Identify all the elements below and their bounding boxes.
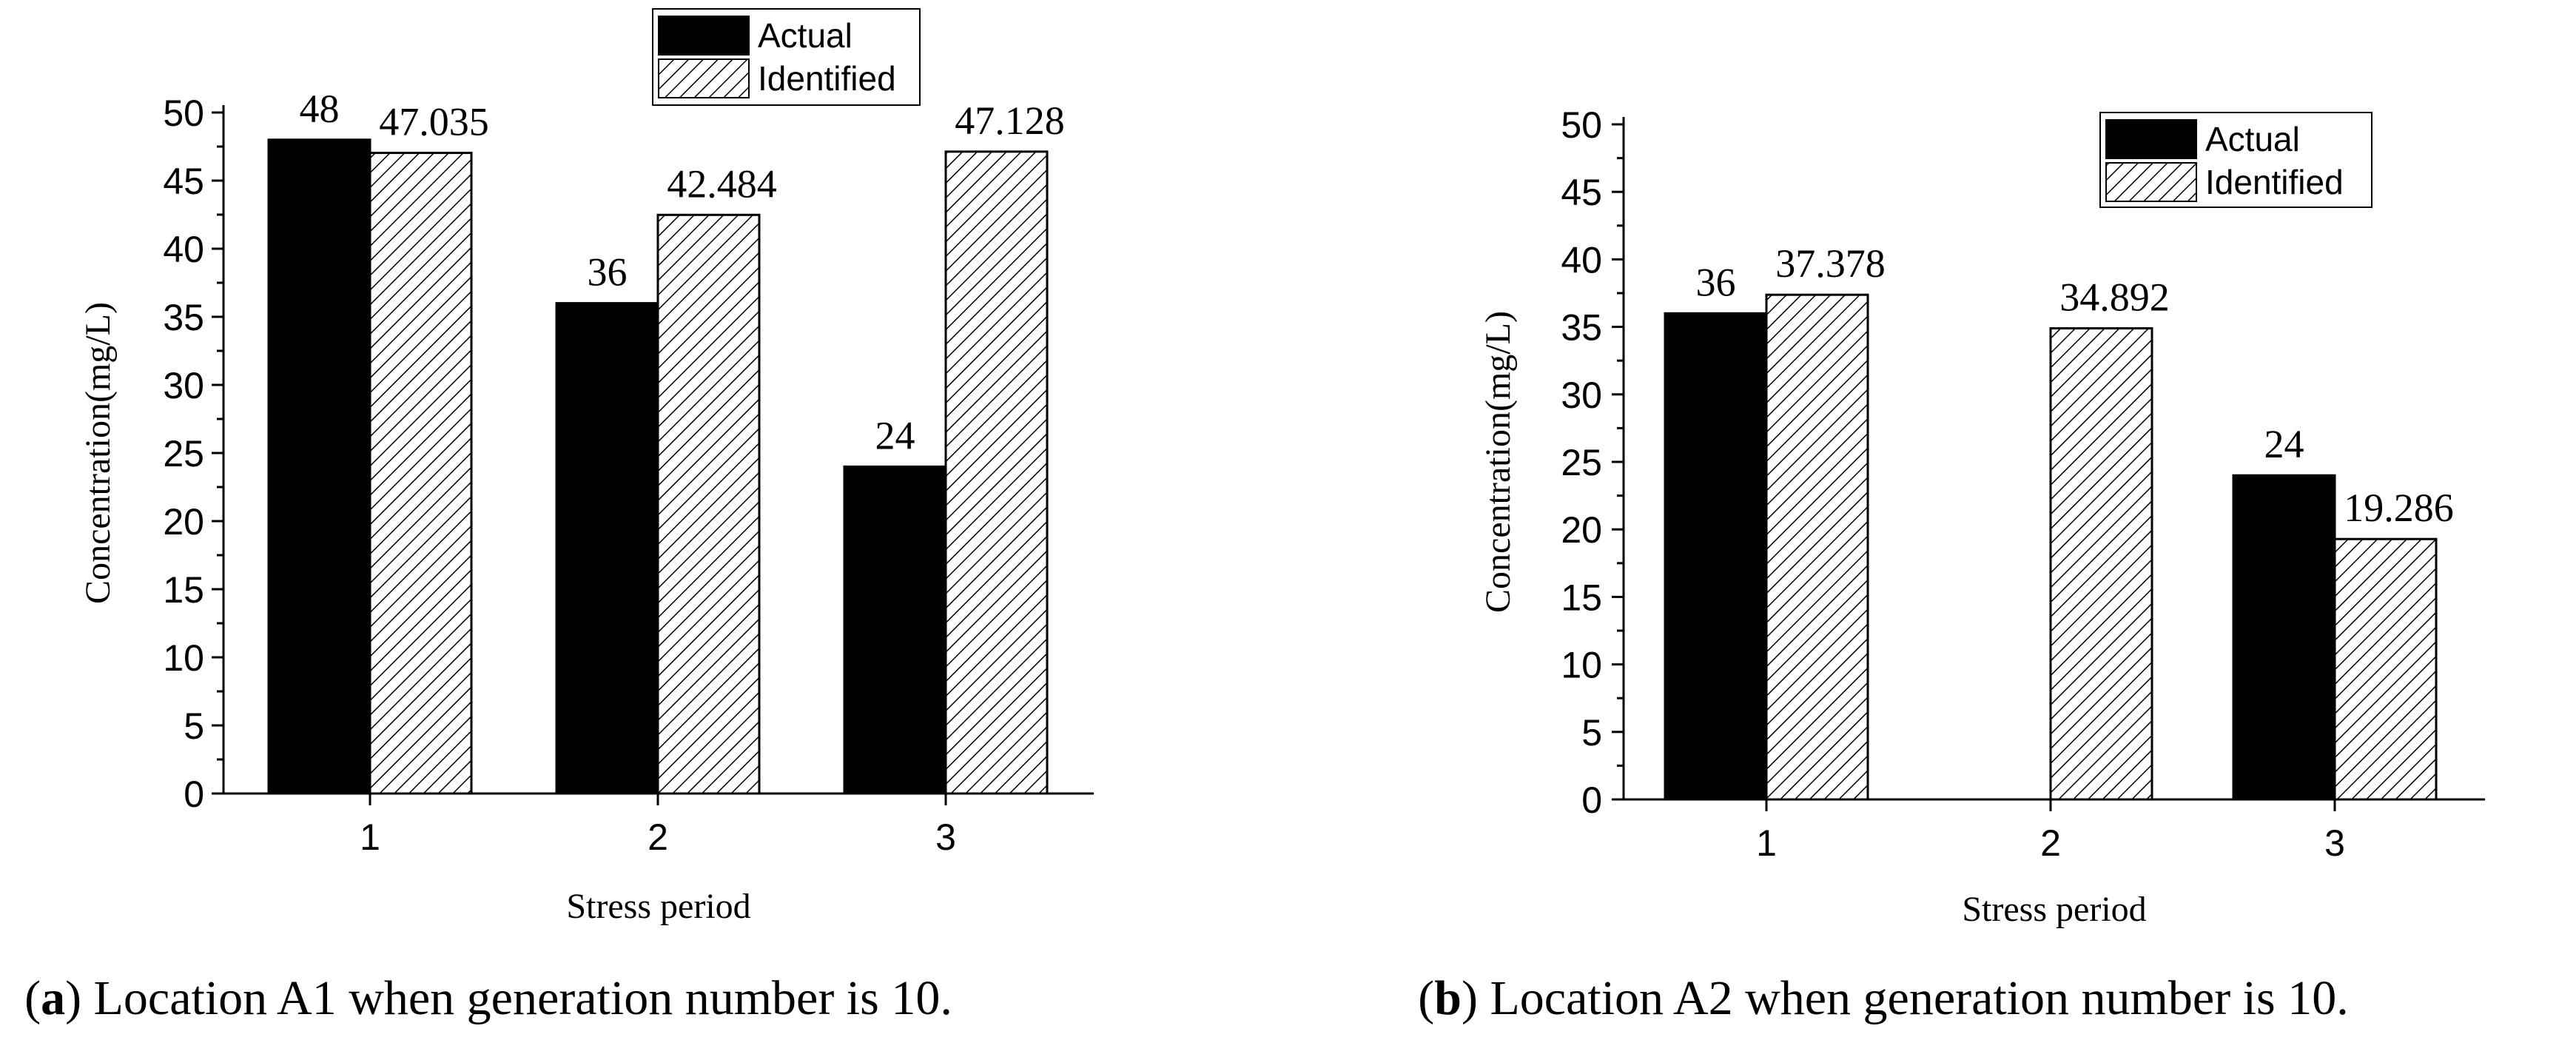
caption-text: Location A1 when generation number is 10… — [94, 971, 952, 1025]
y-tick-label: 50 — [1561, 104, 1602, 146]
legend: Actual Identified — [2099, 112, 2372, 208]
y-tick-label: 30 — [1561, 375, 1602, 416]
bar-actual-3 — [843, 465, 947, 795]
y-tick-label: 50 — [163, 93, 204, 134]
chart-panel-a: 0 5 10 15 20 25 30 35 40 45 50 1 2 3 Stress period Conc… — [24, 8, 1094, 1025]
y-tick-label: 40 — [163, 229, 204, 270]
data-label: 24 — [875, 413, 915, 457]
y-tick-label: 45 — [1561, 172, 1602, 213]
y-tick-label: 25 — [163, 433, 204, 474]
bar-actual-1 — [267, 138, 371, 795]
caption-paren-open: ( — [24, 971, 41, 1025]
legend-swatch — [2105, 119, 2197, 159]
bar-identified-2 — [2049, 327, 2153, 801]
y-tick-label: 10 — [1561, 645, 1602, 686]
caption-paren-open: ( — [1418, 971, 1434, 1025]
x-tick-label: 3 — [935, 816, 956, 858]
y-tick-label: 0 — [184, 774, 204, 815]
y-tick-label: 45 — [163, 161, 204, 202]
caption-panel-label: b — [1434, 971, 1462, 1025]
bar-identified-2 — [656, 213, 761, 795]
y-tick-label: 20 — [163, 501, 204, 543]
x-tick-label: 2 — [2040, 822, 2061, 864]
bar-actual-3 — [2232, 474, 2336, 801]
bar-identified-3 — [944, 150, 1049, 795]
bar-identified-1 — [369, 152, 473, 795]
legend-swatch — [2105, 162, 2197, 202]
y-tick-label: 5 — [1581, 712, 1602, 754]
bar-actual-2 — [555, 302, 659, 795]
caption-text: Location A2 when generation number is 10… — [1490, 971, 2348, 1025]
legend-label: Identified — [2205, 163, 2344, 201]
bar-identified-1 — [1765, 293, 1869, 801]
x-tick-label: 1 — [1756, 822, 1777, 864]
bar-identified-3 — [2333, 537, 2438, 801]
x-tick-label: 2 — [648, 816, 668, 858]
y-tick-label: 25 — [1561, 442, 1602, 483]
figure-caption: (a) Location A1 when generation number i… — [24, 971, 952, 1025]
data-label: 24 — [2264, 422, 2304, 466]
y-tick-label: 15 — [163, 569, 204, 611]
y-tick-label: 30 — [163, 365, 204, 406]
data-label: 36 — [588, 250, 628, 295]
legend-label: Actual — [758, 16, 852, 55]
data-label: 47.128 — [955, 98, 1065, 143]
data-label: 19.286 — [2344, 486, 2454, 530]
y-axis-title: Concentration(mg/L) — [78, 302, 118, 604]
y-tick-label: 0 — [1581, 779, 1602, 821]
caption-panel-label: a — [41, 971, 65, 1025]
y-tick-label: 5 — [184, 705, 204, 747]
caption-paren-close: ) — [1462, 971, 1490, 1025]
data-label: 48 — [300, 87, 340, 131]
y-tick-label: 15 — [1561, 577, 1602, 618]
legend: Actual Identified — [652, 8, 921, 106]
data-label: 47.035 — [379, 100, 489, 144]
legend-swatch — [658, 16, 750, 56]
y-tick-label: 35 — [1561, 307, 1602, 349]
legend-swatch — [658, 58, 750, 98]
y-tick-label: 40 — [1561, 239, 1602, 281]
x-axis-title: Stress period — [1962, 890, 2146, 929]
y-axis-title: Concentration(mg/L) — [1479, 311, 1518, 613]
y-tick-label: 35 — [163, 297, 204, 338]
x-axis-title: Stress period — [566, 887, 750, 926]
data-label: 36 — [1696, 260, 1736, 304]
bar-actual-1 — [1664, 312, 1768, 801]
data-label: 42.484 — [667, 161, 777, 206]
x-tick-label: 1 — [360, 816, 380, 858]
caption-paren-close: ) — [65, 971, 93, 1025]
figure-caption: (b) Location A2 when generation number i… — [1418, 971, 2348, 1025]
x-tick-label: 3 — [2324, 822, 2345, 864]
legend-label: Actual — [2205, 120, 2300, 158]
data-label: 34.892 — [2059, 275, 2170, 320]
legend-label: Identified — [758, 59, 896, 98]
y-tick-label: 20 — [1561, 509, 1602, 551]
y-tick-label: 10 — [163, 637, 204, 679]
chart-panel-b: 0 5 10 15 20 25 30 35 40 45 50 1 2 3 Stress period Conc… — [1418, 104, 2485, 1025]
data-label: 37.378 — [1775, 241, 1886, 286]
